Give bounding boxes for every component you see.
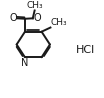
Text: CH₃: CH₃ [51,18,68,27]
Text: HCl: HCl [76,45,95,55]
Text: CH₃: CH₃ [26,1,43,10]
Text: O: O [33,13,41,23]
Text: N: N [21,58,29,68]
Text: O: O [9,13,17,23]
